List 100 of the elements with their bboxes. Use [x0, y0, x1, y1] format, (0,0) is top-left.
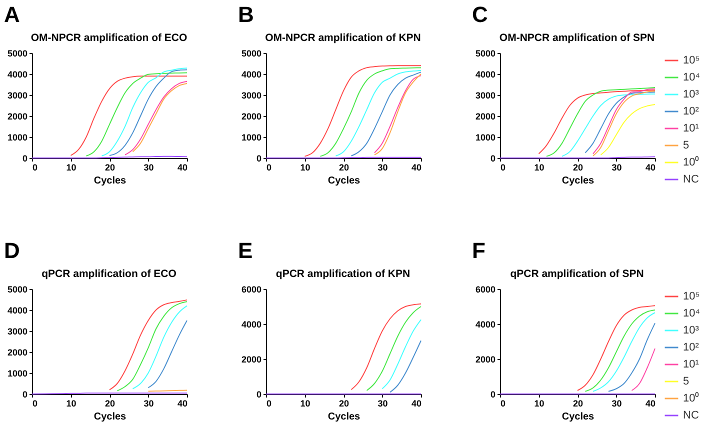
x-tick-label: 10 [66, 162, 76, 172]
x-tick-label: 40 [411, 398, 422, 408]
y-tick-label: 6000 [241, 284, 262, 294]
y-tick-label: 3000 [7, 326, 28, 336]
text: A [4, 2, 20, 27]
y-tick-label: 3000 [241, 90, 262, 100]
x-tick-label: 40 [645, 162, 656, 172]
legend-label: 10⁵ [683, 290, 700, 302]
line-series [132, 82, 188, 152]
y-tick-label: 4000 [241, 70, 262, 80]
x-axis-title: Cycles [562, 176, 595, 186]
y-tick-label: 2000 [241, 112, 262, 122]
y-tick-label: 3000 [7, 90, 28, 100]
x-axis-title: Cycles [328, 412, 361, 422]
x-tick-label: 10 [300, 162, 310, 172]
legend-label: 10⁰ [683, 392, 700, 404]
legend-label: 10¹ [683, 358, 700, 370]
chart-title: OM-NPCR amplification of ECO [30, 32, 188, 44]
x-tick-label: 20 [572, 162, 584, 172]
x-tick-label: 40 [411, 162, 422, 172]
chart-title: OM-NPCR amplification of SPN [499, 32, 655, 44]
y-tick-label: 4000 [475, 320, 496, 330]
chart-title: qPCR amplification of KPN [276, 268, 410, 280]
text: B [238, 2, 254, 27]
y-tick-label: 4000 [241, 320, 262, 330]
line-series [366, 306, 422, 391]
x-tick-label: 30 [378, 398, 388, 408]
chart-title: OM-NPCR amplification of KPN [265, 32, 421, 44]
chart-title: qPCR amplification of ECO [42, 268, 176, 280]
y-tick-label: 5000 [7, 284, 28, 294]
x-axis-title: Cycles [562, 412, 595, 422]
x-axis-title: Cycles [94, 412, 127, 422]
x-axis-title: Cycles [94, 176, 127, 186]
x-tick-label: 0 [500, 398, 506, 408]
x-tick-label: 20 [338, 162, 350, 172]
y-tick-label: 0 [22, 154, 28, 164]
y-tick-label: 2000 [7, 348, 28, 358]
y-tick-label: 6000 [475, 284, 496, 294]
x-tick-label: 30 [612, 162, 622, 172]
y-tick-label: 0 [256, 154, 262, 164]
x-tick-label: 0 [500, 162, 506, 172]
x-tick-label: 20 [104, 162, 116, 172]
y-tick-label: 4000 [475, 70, 496, 80]
y-tick-label: 1000 [241, 132, 262, 142]
x-tick-label: 30 [378, 162, 388, 172]
line-series [132, 305, 188, 390]
line-series [86, 72, 188, 156]
y-tick-label: 2000 [475, 354, 496, 364]
legend-label: 10² [683, 106, 700, 118]
x-tick-label: 40 [177, 398, 188, 408]
chart-title: qPCR amplification of SPN [510, 268, 644, 280]
line-series [70, 76, 188, 156]
line-series [631, 348, 656, 391]
x-tick-label: 40 [177, 162, 188, 172]
y-tick-label: 0 [22, 390, 28, 400]
line-series [350, 72, 422, 156]
legend-label: 5 [683, 376, 690, 388]
line-series [382, 319, 422, 390]
text: D [4, 238, 20, 263]
x-tick-label: 0 [266, 162, 272, 172]
x-tick-label: 10 [534, 162, 544, 172]
y-tick-label: 2000 [7, 112, 28, 122]
x-tick-label: 0 [32, 398, 38, 408]
y-tick-label: 1000 [7, 368, 28, 378]
x-tick-label: 30 [144, 398, 154, 408]
text: E [238, 238, 253, 263]
line-series [390, 340, 422, 393]
line-series [600, 104, 656, 156]
legend-label: 10⁰ [683, 156, 700, 168]
line-series [562, 93, 656, 157]
line-series [577, 305, 656, 391]
y-tick-label: 2000 [241, 354, 262, 364]
x-tick-label: 10 [66, 398, 76, 408]
y-tick-label: 2000 [475, 112, 496, 122]
x-tick-label: 10 [300, 398, 310, 408]
y-tick-label: 4000 [7, 70, 28, 80]
x-tick-label: 20 [338, 398, 350, 408]
legend-label: 10⁴ [683, 308, 700, 320]
y-tick-label: 0 [490, 154, 496, 164]
x-tick-label: 0 [32, 162, 38, 172]
legend-label: 10³ [683, 88, 700, 100]
y-tick-label: 0 [256, 390, 262, 400]
line-series [584, 92, 656, 154]
text: C [472, 2, 488, 27]
y-tick-label: 5000 [7, 48, 28, 58]
x-tick-label: 20 [104, 398, 116, 408]
line-series [335, 70, 422, 156]
line-series [148, 320, 188, 388]
line-series [350, 303, 422, 390]
line-series [320, 67, 422, 157]
y-tick-label: 1000 [7, 132, 28, 142]
x-tick-label: 20 [572, 398, 584, 408]
y-tick-label: 1000 [475, 132, 496, 142]
y-tick-label: 0 [490, 390, 496, 400]
x-tick-label: 40 [645, 398, 656, 408]
x-tick-label: 30 [612, 398, 622, 408]
legend-label: 10⁴ [683, 72, 700, 84]
y-tick-label: 4000 [7, 306, 28, 316]
legend-label: 10⁵ [683, 54, 700, 66]
line-series [304, 65, 422, 157]
